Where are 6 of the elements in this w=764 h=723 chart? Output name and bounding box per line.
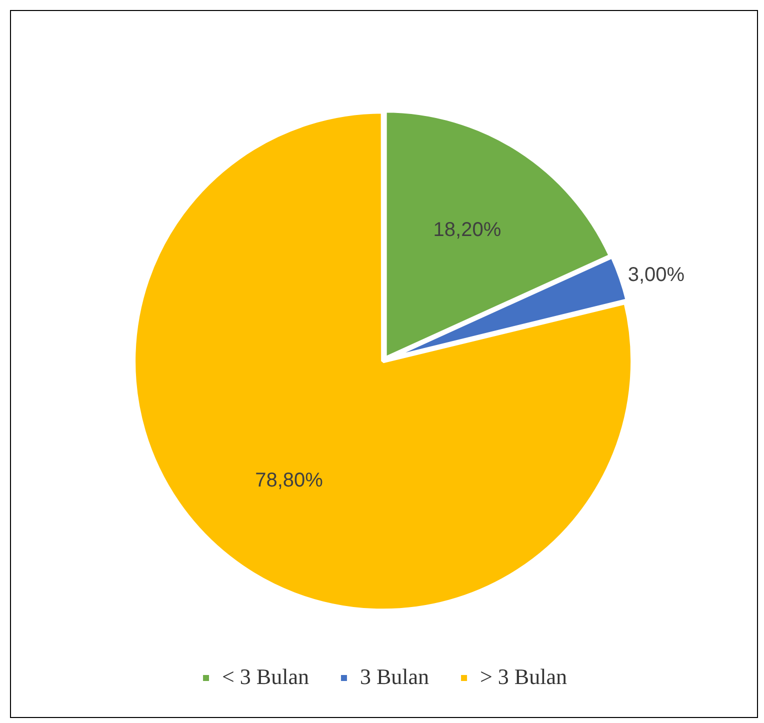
data-label: 78,80% [255, 469, 324, 492]
legend-label: < 3 Bulan [222, 664, 309, 689]
legend-label: 3 Bulan [360, 664, 430, 689]
data-label: 3,00% [628, 264, 685, 286]
data-label: 18,20% [433, 219, 502, 242]
legend-label: > 3 Bulan [480, 664, 567, 689]
